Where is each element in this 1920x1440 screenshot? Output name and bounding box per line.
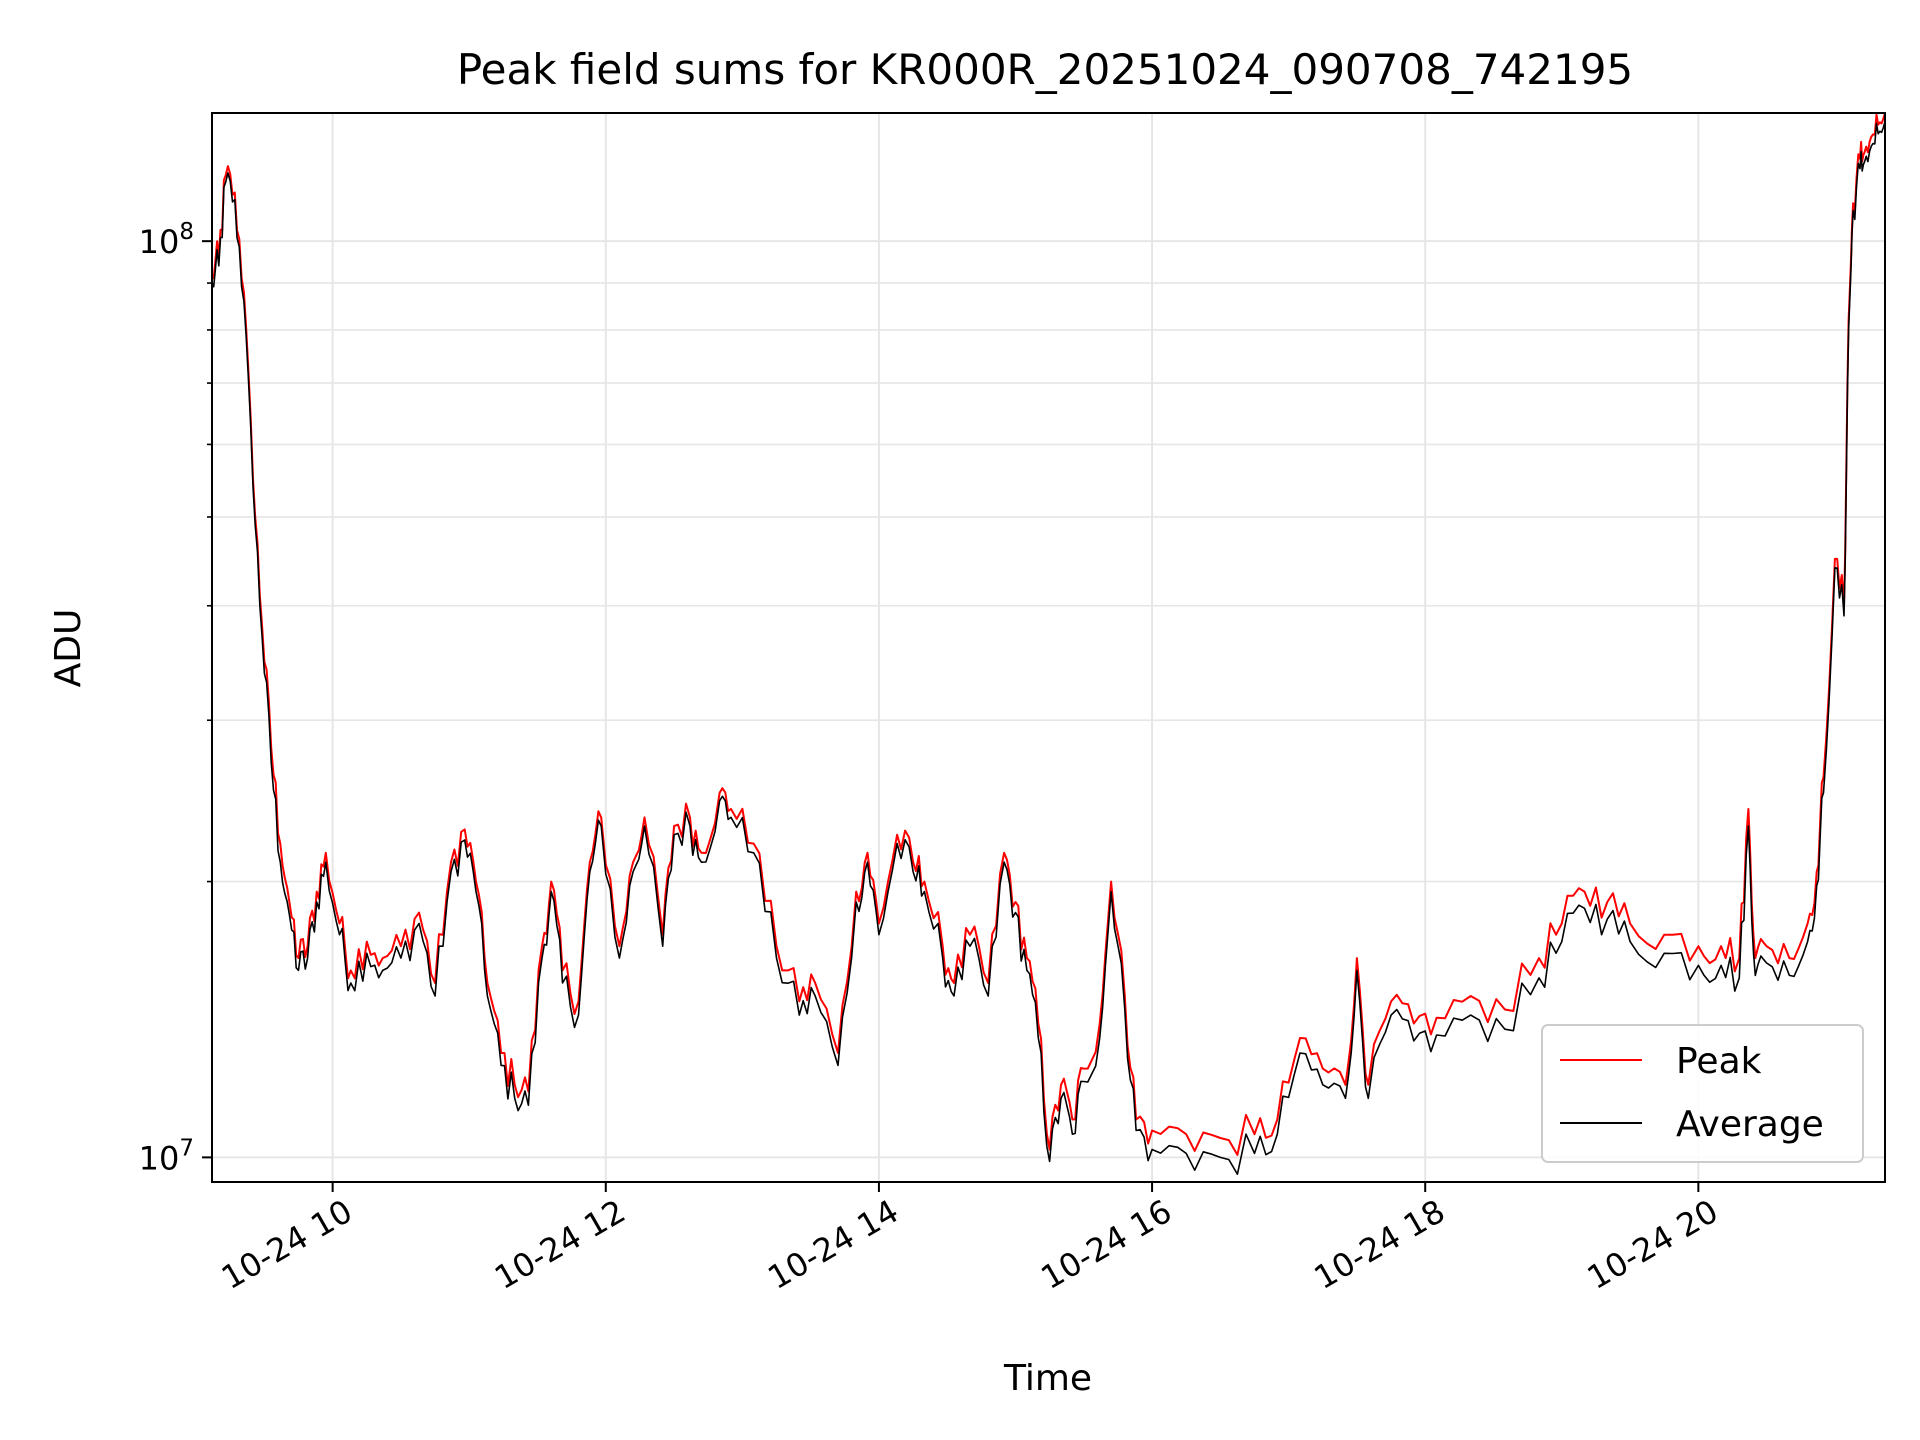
series-line-peak bbox=[211, 112, 1886, 1156]
legend-label-average: Average bbox=[1676, 1104, 1824, 1145]
series-line-average bbox=[211, 121, 1886, 1175]
y-axis: 107 108 bbox=[139, 219, 212, 1177]
grid bbox=[212, 113, 1885, 1182]
y-axis-label: ADU bbox=[48, 609, 89, 688]
legend-label-peak: Peak bbox=[1676, 1041, 1762, 1082]
chart-title: Peak field sums for KR000R_20251024_0907… bbox=[457, 45, 1633, 94]
x-axis-label: Time bbox=[1003, 1358, 1092, 1399]
y-tick-label: 108 bbox=[139, 219, 194, 261]
y-tick-label: 107 bbox=[139, 1135, 194, 1177]
legend: Peak Average bbox=[1541, 1024, 1864, 1163]
axes-frame bbox=[211, 112, 1886, 1183]
plot-area bbox=[211, 112, 1886, 1175]
